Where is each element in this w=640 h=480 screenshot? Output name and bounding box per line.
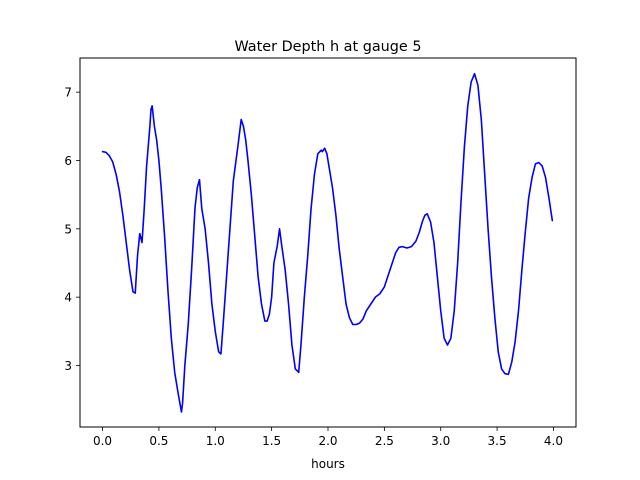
x-tick-label: 3.5 (488, 434, 507, 448)
x-tick-label: 4.0 (544, 434, 563, 448)
series-line-0 (101, 72, 554, 413)
x-tick-label: 0.5 (149, 434, 168, 448)
x-tick-label: 1.5 (262, 434, 281, 448)
x-tick-label: 2.5 (375, 434, 394, 448)
y-tick-label: 6 (64, 154, 72, 168)
x-axis-label: hours (311, 457, 345, 471)
y-tick-label: 4 (64, 291, 72, 305)
x-tick-label: 0.0 (93, 434, 112, 448)
y-tick-label: 3 (64, 359, 72, 373)
x-axis: 0.0 0.5 1.0 1.5 2.0 2.5 3.0 3.5 4.0 (93, 427, 563, 448)
x-tick-label: 1.0 (206, 434, 225, 448)
y-tick-label: 5 (64, 222, 72, 236)
y-axis: 3 4 5 6 7 (64, 86, 80, 373)
x-tick-label: 3.0 (431, 434, 450, 448)
chart-title: Water Depth h at gauge 5 (234, 39, 421, 55)
y-tick-label: 7 (64, 86, 72, 100)
plot-area (101, 72, 554, 413)
x-tick-label: 2.0 (318, 434, 337, 448)
